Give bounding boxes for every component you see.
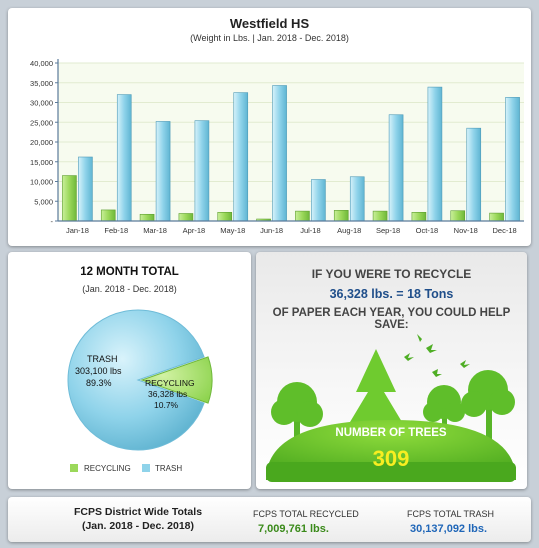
- x-tick-label: Jun-18: [260, 226, 283, 235]
- pie-trash-value: 303,100 lbs: [75, 366, 122, 376]
- twelve-month-subtitle: (Jan. 2018 - Dec. 2018): [82, 284, 177, 294]
- trash-bar: [155, 121, 171, 222]
- district-recycled-value: 7,009,761 lbs.: [258, 523, 329, 535]
- recycling-bar: [450, 210, 466, 222]
- trash-bar: [427, 86, 443, 222]
- twelve-month-total-panel: 12 MONTH TOTAL (Jan. 2018 - Dec. 2018) T…: [8, 252, 251, 489]
- pie-recycling-label: RECYCLING: [145, 378, 195, 388]
- trees-weight-line: 36,328 lbs. = 18 Tons: [329, 287, 454, 301]
- district-totals-title: FCPS District Wide Totals: [73, 506, 203, 518]
- x-tick-label: Jan-18: [66, 226, 89, 235]
- pie-trash-label: TRASH: [87, 354, 118, 364]
- y-tick-label: 10,000: [30, 178, 53, 187]
- twelve-month-pie-chart: TRASH 303,100 lbs 89.3% RECYCLING 36,328…: [67, 309, 213, 473]
- trees-hill-illustration: NUMBER OF TREES 309: [266, 334, 516, 482]
- birds-icon: [404, 334, 470, 377]
- recycling-bar: [372, 210, 388, 222]
- recycling-bar: [100, 209, 116, 222]
- y-tick-label: -: [51, 217, 54, 226]
- trees-count-value: 309: [373, 446, 410, 471]
- pie-recycling-pct: 10.7%: [154, 400, 179, 410]
- x-tick-label: May-18: [220, 226, 245, 235]
- y-tick-label: 30,000: [30, 99, 53, 108]
- trash-bar: [116, 94, 132, 222]
- y-tick-label: 35,000: [30, 79, 53, 88]
- district-trash-value: 30,137,092 lbs.: [410, 523, 488, 535]
- x-tick-label: Nov-18: [454, 226, 478, 235]
- recycling-bar: [489, 212, 504, 222]
- x-tick-label: Aug-18: [337, 226, 361, 235]
- recycling-bar: [411, 212, 427, 222]
- recycling-bar: [333, 210, 349, 222]
- chart-title: Westfield HS: [229, 16, 310, 31]
- monthly-bar-chart: - 5,000 10,000 15,000 20,000 25,000 30,000 35,0…: [30, 59, 524, 235]
- district-recycled-label: FCPS TOTAL RECYCLED: [253, 509, 359, 519]
- x-tick-label: Mar-18: [143, 226, 167, 235]
- pie-slice-recycling: [140, 356, 213, 404]
- trash-bar: [194, 120, 210, 222]
- trash-bar: [311, 179, 326, 222]
- legend-trash-swatch: [142, 464, 150, 472]
- district-trash-label: FCPS TOTAL TRASH: [407, 509, 495, 519]
- y-tick-label: 5,000: [34, 197, 53, 206]
- recycling-bar: [217, 212, 233, 222]
- trees-count-label: NUMBER OF TREES: [335, 427, 447, 439]
- x-tick-label: Feb-18: [104, 226, 128, 235]
- trash-bar: [505, 97, 520, 222]
- y-tick-label: 15,000: [30, 158, 53, 167]
- legend-trash-label: TRASH: [155, 464, 182, 473]
- pie-trash-pct: 89.3%: [86, 378, 112, 388]
- legend-recycling-label: RECYCLING: [84, 464, 131, 473]
- x-tick-label: Dec-18: [492, 226, 516, 235]
- trees-saved-panel: IF YOU WERE TO RECYCLE 36,328 lbs. = 18 …: [256, 252, 527, 489]
- y-tick-label: 40,000: [30, 59, 53, 68]
- recycling-bar: [178, 213, 194, 222]
- district-totals-panel: FCPS District Wide Totals (Jan. 2018 - D…: [8, 497, 531, 542]
- pie-slice-trash: [67, 309, 205, 451]
- monthly-chart-panel: Westfield HS (Weight in Lbs. | Jan. 2018…: [8, 8, 531, 246]
- x-tick-label: Sep-18: [376, 226, 400, 235]
- chart-subtitle: (Weight in Lbs. | Jan. 2018 - Dec. 2018): [190, 33, 349, 43]
- trees-help-line: OF PAPER EACH YEAR, YOU COULD HELP SAVE:: [272, 307, 511, 331]
- district-totals-subtitle: (Jan. 2018 - Dec. 2018): [81, 520, 195, 532]
- trees-intro-line: IF YOU WERE TO RECYCLE: [311, 267, 472, 281]
- x-tick-label: Oct-18: [416, 226, 439, 235]
- legend-recycling-swatch: [70, 464, 78, 472]
- trash-bar: [233, 92, 249, 222]
- pie-recycling-value: 36,328 lbs: [148, 389, 187, 399]
- trash-bar: [272, 85, 287, 222]
- recycling-bar: [295, 210, 310, 222]
- recycling-bar: [62, 175, 77, 222]
- recycling-bar: [139, 213, 155, 222]
- y-tick-label: 25,000: [30, 118, 53, 127]
- round-tree-left-icon: [271, 382, 323, 452]
- trash-bar: [78, 156, 93, 222]
- trash-bar: [466, 127, 482, 222]
- pine-tree-icon: [346, 349, 406, 452]
- x-tick-label: Jul-18: [300, 226, 320, 235]
- trash-bar: [388, 114, 404, 222]
- trash-bar: [349, 176, 365, 222]
- x-tick-label: Apr-18: [183, 226, 206, 235]
- y-tick-label: 20,000: [30, 138, 53, 147]
- round-tree-right-icon: [461, 370, 515, 452]
- twelve-month-title: 12 MONTH TOTAL: [80, 266, 179, 278]
